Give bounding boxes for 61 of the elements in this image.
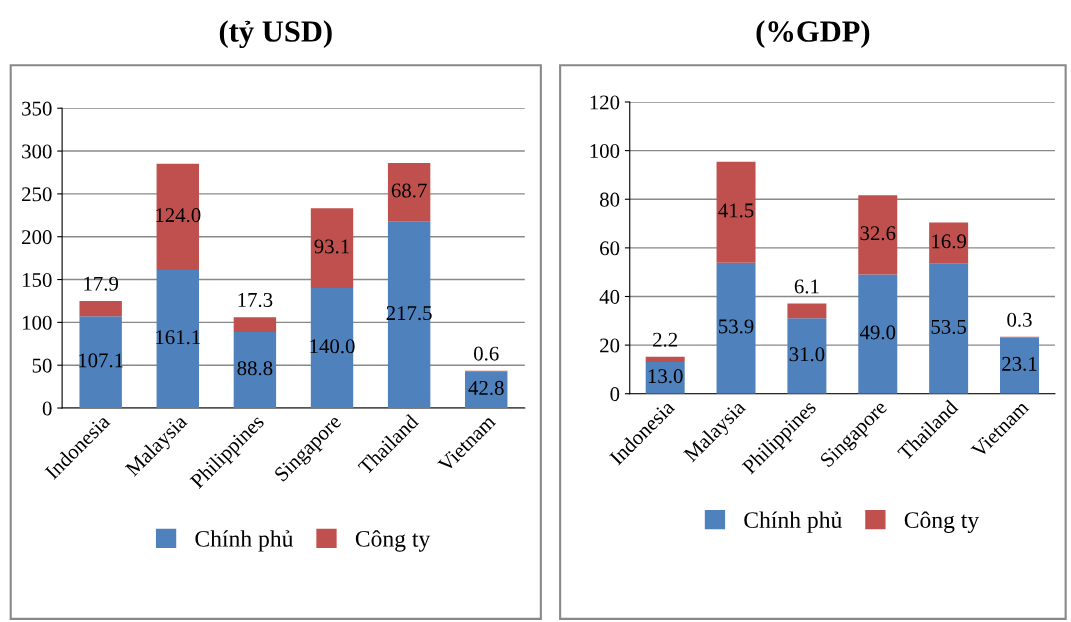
bar bbox=[858, 195, 898, 275]
data-label: 49.0 bbox=[859, 325, 896, 340]
bar bbox=[79, 300, 122, 317]
bar bbox=[156, 163, 199, 271]
data-label: 53.5 bbox=[931, 319, 967, 334]
y-tick-label: 150 bbox=[22, 272, 52, 287]
data-label: 13.0 bbox=[648, 369, 683, 384]
data-label: 6.1 bbox=[794, 279, 819, 294]
data-label: 17.9 bbox=[84, 276, 119, 291]
data-label: 17.3 bbox=[238, 292, 273, 308]
bar bbox=[156, 270, 199, 409]
data-label: 53.9 bbox=[719, 319, 754, 334]
data-label: 41.5 bbox=[718, 203, 754, 218]
y-tick-label: 50 bbox=[32, 358, 52, 373]
bar bbox=[716, 262, 756, 394]
legend-label: Chính phủ bbox=[744, 511, 842, 533]
data-label: 0.3 bbox=[1007, 312, 1032, 327]
legend-label: Công ty bbox=[904, 511, 980, 533]
y-tick-label: 350 bbox=[22, 101, 52, 116]
bar bbox=[645, 356, 685, 363]
bar bbox=[233, 317, 277, 332]
y-tick-label: 300 bbox=[22, 144, 52, 159]
data-label: 0.6 bbox=[474, 346, 499, 361]
legend-label: Chính phủ bbox=[195, 530, 294, 552]
bar bbox=[233, 331, 277, 409]
bar bbox=[929, 222, 969, 264]
legend-label: Công ty bbox=[355, 530, 431, 552]
bar bbox=[787, 303, 827, 319]
bar bbox=[310, 288, 354, 409]
bar bbox=[310, 208, 354, 289]
y-tick-label: 0 bbox=[610, 387, 620, 402]
chart-title: (tỷ USD) bbox=[219, 20, 332, 49]
y-tick-label: 100 bbox=[590, 144, 620, 159]
bar bbox=[1000, 337, 1039, 394]
y-tick-label: 60 bbox=[600, 241, 620, 256]
data-label: 16.9 bbox=[932, 234, 967, 249]
chart-title: (%GDP) bbox=[756, 20, 870, 49]
bar bbox=[79, 316, 122, 409]
data-label: 2.2 bbox=[653, 332, 678, 347]
bar bbox=[387, 221, 431, 409]
data-label: 31.0 bbox=[789, 347, 825, 362]
bar bbox=[716, 161, 756, 263]
y-tick-label: 80 bbox=[599, 192, 620, 207]
data-label: 32.6 bbox=[860, 226, 896, 241]
y-tick-label: 100 bbox=[22, 315, 52, 330]
data-label: 93.1 bbox=[314, 239, 349, 254]
y-tick-label: 0 bbox=[42, 401, 52, 416]
data-label: 88.8 bbox=[237, 361, 273, 376]
y-tick-label: 20 bbox=[600, 338, 620, 353]
bar bbox=[387, 162, 431, 222]
y-tick-label: 40 bbox=[599, 289, 620, 304]
bar bbox=[465, 371, 508, 409]
data-label: 23.1 bbox=[1002, 356, 1037, 371]
bar bbox=[929, 263, 969, 394]
y-tick-label: 200 bbox=[22, 230, 52, 245]
y-tick-label: 120 bbox=[590, 95, 620, 110]
data-label: 42.8 bbox=[468, 380, 504, 396]
data-label: 68.7 bbox=[391, 183, 427, 198]
bar bbox=[858, 274, 898, 394]
bar bbox=[787, 318, 827, 394]
y-tick-label: 250 bbox=[22, 187, 52, 202]
